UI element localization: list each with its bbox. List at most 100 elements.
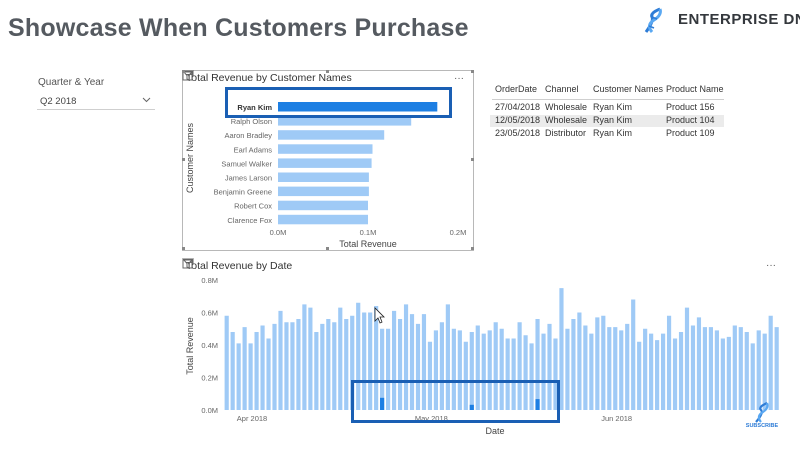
date-bar [631,299,636,410]
date-bar [314,332,319,410]
date-bar [403,304,409,410]
table-row[interactable]: 27/04/2018 Wholesale Ryan Kim Product 15… [490,102,724,114]
highlight-box-dates [351,380,560,423]
date-bar [230,332,235,410]
date-bar [224,315,229,410]
resize-handle [182,247,185,250]
date-bar [290,322,295,410]
date-bar [708,327,713,410]
x-tick-label: Jun 2018 [601,414,632,423]
date-bar [386,328,391,410]
cell-channel: Wholesale [545,102,588,112]
date-bar [547,323,552,410]
resize-handle [471,247,474,250]
subscribe-badge[interactable]: SUBSCRIBE [744,401,780,432]
dna-helix-icon [644,7,662,33]
x-tick-label: 0.2M [450,228,467,237]
date-bar [660,333,666,410]
category-label: Samuel Walker [221,159,272,168]
date-bar [625,323,630,410]
bar [278,102,438,112]
cell-order-date: 12/05/2018 [495,115,541,125]
bar [278,186,369,197]
bar [278,130,385,140]
date-bar [541,333,546,410]
column-header[interactable]: Channel [545,84,579,94]
resize-handle [182,158,185,161]
cell-product-name: Product 109 [666,128,715,138]
date-bar [439,322,444,410]
date-bar [601,315,606,410]
date-bar [350,315,355,410]
header-divider [492,99,724,100]
date-bar [702,327,708,410]
date-bar [732,325,737,410]
focus-mode-icon[interactable] [182,258,194,269]
category-label: Ralph Olson [231,117,272,126]
y-tick-label: 0.2M [201,374,218,383]
date-bar [535,319,540,410]
date-bar [607,327,612,410]
y-axis-title: Customer Names [185,122,195,193]
date-bar [523,335,528,410]
cell-customer-name: Ryan Kim [593,115,633,125]
date-bar [409,314,415,410]
selected-date-bar [535,399,540,410]
date-bar [517,322,522,410]
cell-order-date: 27/04/2018 [495,102,541,112]
date-bar [463,341,468,410]
quarter-year-dropdown[interactable]: Q2 2018 [37,92,155,110]
date-bar [583,325,588,410]
date-bar [344,319,349,410]
cell-channel: Wholesale [545,115,588,125]
more-options-icon[interactable]: ··· [766,260,776,271]
resize-handle [471,158,474,161]
date-bar [302,304,307,410]
column-header[interactable]: Customer Names [593,84,664,94]
date-bar [589,333,594,410]
date-bar [415,323,421,410]
column-header[interactable]: OrderDate [495,84,538,94]
category-label: Earl Adams [234,145,273,154]
date-revenue-visual[interactable]: Total Revenue by Date ··· 0.0M 0.2M 0.4M 0.… [182,258,780,438]
date-bar [744,332,749,410]
date-bar [433,330,439,410]
date-bar [666,315,672,410]
date-bar [248,343,253,410]
date-bar [738,327,743,410]
date-bar [391,310,397,410]
date-bar [236,343,241,410]
more-options-icon[interactable]: ··· [454,73,464,84]
table-row[interactable]: 23/05/2018 Distributor Ryan Kim Product … [490,128,724,140]
cell-channel: Distributor [545,128,587,138]
date-bar [619,330,624,410]
page-title: Showcase When Customers Purchase [8,14,469,42]
date-bar [499,328,504,410]
date-bar [613,327,618,410]
cell-product-name: Product 104 [666,115,715,125]
category-label: Ryan Kim [237,103,272,112]
date-bar [565,328,570,410]
date-bar [637,341,642,410]
date-bar [511,338,516,410]
table-row[interactable]: 12/05/2018 Wholesale Ryan Kim Product 10… [490,115,724,127]
date-bar [469,332,474,410]
date-bar [475,325,480,410]
customer-revenue-chart: Ryan Kim Ralph Olson Aaron Bradley Earl Ada… [182,70,474,250]
bar [278,158,372,168]
cell-product-name: Product 156 [666,102,715,112]
date-bar [320,323,325,410]
customer-revenue-visual[interactable]: Total Revenue by Customer Names ··· Ryan… [182,70,474,251]
visual-title: Total Revenue by Date [186,260,293,272]
resize-handle [182,70,185,73]
y-tick-label: 0.4M [201,341,218,350]
resize-handle [326,247,329,250]
date-bar [242,327,247,410]
focus-mode-icon[interactable] [182,70,194,81]
column-header[interactable]: Product Name [666,84,724,94]
date-bar [272,323,277,410]
date-bar [445,304,450,410]
resize-handle [326,70,329,73]
x-axis-title: Date [485,426,504,436]
cell-order-date: 23/05/2018 [495,128,541,138]
